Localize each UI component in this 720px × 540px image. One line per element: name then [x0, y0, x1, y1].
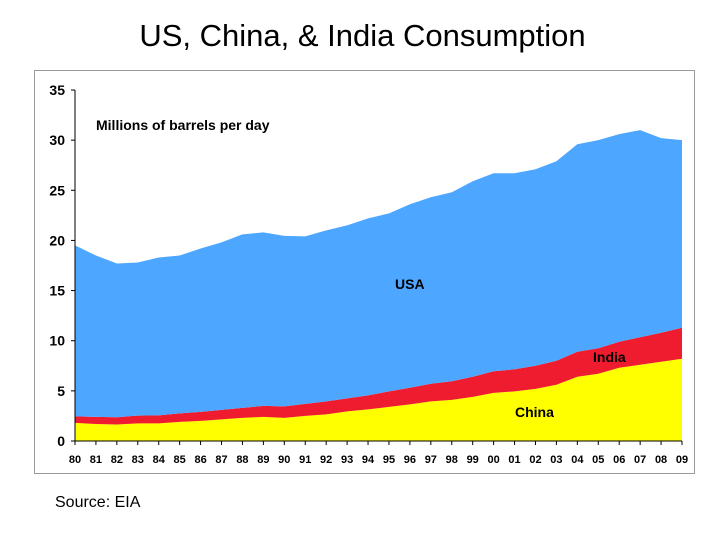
x-tick-label: 07: [634, 454, 646, 466]
y-tick-label: 35: [49, 82, 65, 98]
x-tick-label: 96: [404, 454, 416, 466]
y-tick-label: 5: [57, 383, 65, 399]
x-tick-label: 03: [550, 454, 562, 466]
x-tick-label: 80: [69, 454, 81, 466]
y-tick-label: 30: [49, 132, 65, 148]
x-tick-label: 86: [194, 454, 206, 466]
x-tick-label: 84: [153, 454, 166, 466]
y-tick-label: 25: [49, 182, 65, 198]
x-tick-label: 93: [341, 454, 353, 466]
area-india: [75, 327, 682, 425]
y-tick-label: 10: [49, 333, 65, 349]
x-tick-label: 85: [174, 454, 186, 466]
x-tick-label: 09: [676, 454, 688, 466]
x-tick-label: 00: [487, 454, 499, 466]
x-tick-label: 94: [362, 454, 375, 466]
axes: [71, 89, 683, 445]
x-tick-label: 87: [215, 454, 227, 466]
unit-note: Millions of barrels per day: [96, 117, 270, 133]
x-tick-label: 81: [90, 454, 102, 466]
x-tick-label: 08: [655, 454, 667, 466]
x-tick-label: 05: [592, 454, 604, 466]
x-tick-label: 92: [320, 454, 332, 466]
source-note: Source: EIA: [55, 494, 141, 511]
y-tick-label: 0: [57, 433, 65, 449]
area-layers: [75, 130, 682, 441]
x-tick-label: 89: [257, 454, 269, 466]
chart-title: US, China, & India Consumption: [139, 18, 586, 53]
x-tick-label: 83: [132, 454, 144, 466]
y-tick-label: 15: [49, 283, 65, 299]
x-tick-label: 01: [508, 454, 520, 466]
x-tick-label: 04: [571, 454, 584, 466]
x-tick-label: 95: [383, 454, 395, 466]
x-tick-label: 88: [236, 454, 248, 466]
series-label-india: India: [593, 349, 626, 365]
series-label-china: China: [515, 404, 554, 420]
area-china: [75, 358, 682, 441]
area-usa: [75, 130, 682, 418]
y-tick-label: 20: [49, 232, 65, 248]
x-tick-label: 82: [111, 454, 123, 466]
x-tick-label: 02: [529, 454, 541, 466]
x-tick-label: 06: [613, 454, 625, 466]
x-tick-label: 90: [278, 454, 290, 466]
x-tick-label: 97: [425, 454, 437, 466]
x-tick-label: 98: [446, 454, 458, 466]
x-tick-label: 99: [467, 454, 479, 466]
x-tick-label: 91: [299, 454, 311, 466]
series-label-usa: USA: [395, 276, 425, 292]
